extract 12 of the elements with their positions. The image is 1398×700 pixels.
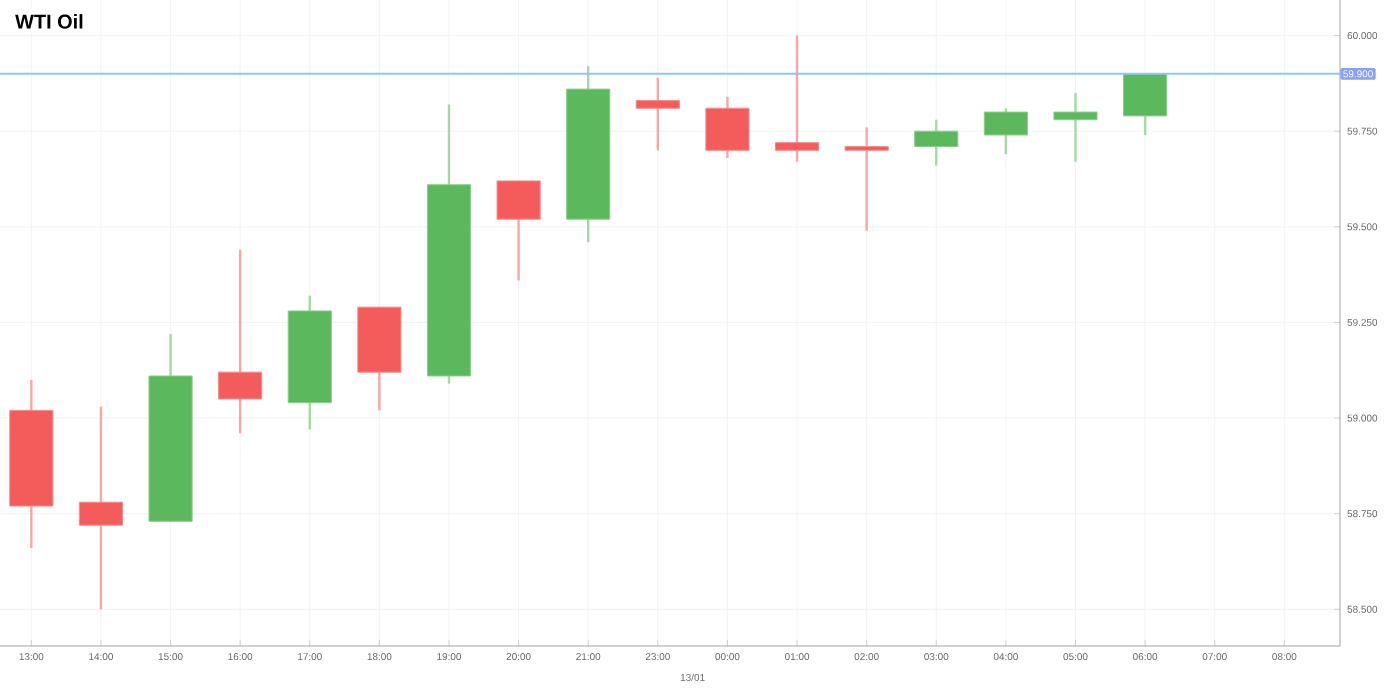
candlestick bbox=[1053, 91, 1098, 163]
candlestick bbox=[78, 405, 124, 611]
candlestick bbox=[218, 248, 263, 435]
candlestick bbox=[983, 107, 1028, 156]
candlestick bbox=[635, 76, 680, 152]
candlestick bbox=[914, 118, 959, 167]
candlestick bbox=[774, 34, 820, 163]
candlestick bbox=[496, 179, 541, 282]
candlestick bbox=[1123, 72, 1168, 137]
candlestick bbox=[705, 95, 750, 160]
candlestick bbox=[844, 126, 889, 232]
text: WTI Oil bbox=[15, 14, 83, 29]
